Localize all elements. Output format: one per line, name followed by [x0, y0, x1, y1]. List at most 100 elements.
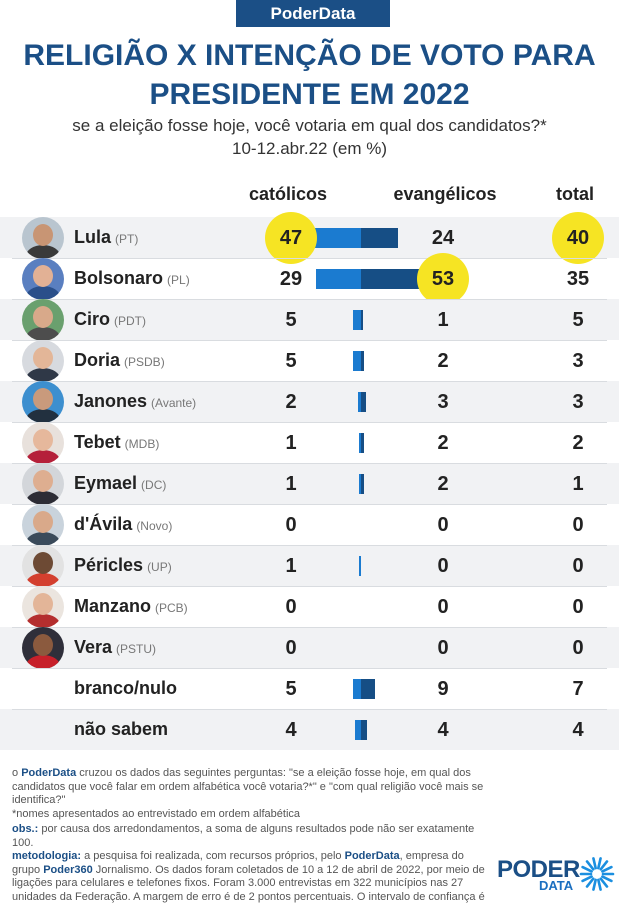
value-catolicos: 1 — [285, 472, 297, 495]
avatar-body — [26, 449, 60, 464]
avatar-face — [33, 264, 53, 287]
candidate-name: Lula (PT) — [74, 227, 138, 248]
bar-catolicos — [353, 309, 361, 330]
value-total: 40 — [552, 211, 604, 264]
avatar — [22, 585, 64, 628]
row-divider — [12, 463, 607, 464]
logo-ray — [585, 860, 595, 871]
bar-evangelicos — [361, 309, 363, 330]
candidate-name: Ciro (PDT) — [74, 309, 146, 330]
bar-evangelicos — [361, 391, 366, 412]
row-divider — [12, 299, 607, 300]
bar-evangelicos — [361, 227, 399, 248]
column-header-catolicos: católicos — [248, 184, 328, 204]
candidate-party: (MDB) — [124, 436, 160, 451]
value-evangelicos: 2 — [437, 349, 449, 372]
logo-ray — [601, 875, 613, 883]
table-row — [0, 709, 619, 750]
avatar-face — [33, 469, 53, 492]
logo-ray — [597, 857, 602, 870]
value-total: 3 — [572, 349, 584, 372]
avatar-body — [26, 613, 60, 628]
candidate-name-text: Janones — [74, 390, 148, 411]
value-catolicos: 0 — [285, 513, 297, 536]
value-total: 0 — [572, 636, 584, 659]
value-catolicos: 29 — [279, 267, 303, 290]
logo-ray — [592, 857, 597, 870]
avatar-body — [26, 490, 60, 505]
value-catolicos: 4 — [285, 718, 297, 741]
candidate-name: Janones (Avante) — [74, 391, 196, 412]
bar-catolicos — [359, 432, 361, 453]
column-header-evangelicos: evangélicos — [393, 184, 497, 204]
candidate-party: (PCB) — [155, 600, 188, 615]
avatar-face — [33, 551, 53, 574]
value-total: 1 — [572, 472, 584, 495]
candidate-name-text: branco/nulo — [74, 677, 177, 698]
logo-ray — [585, 877, 595, 888]
avatar-face — [33, 510, 53, 533]
avatar — [22, 462, 64, 505]
avatar — [22, 421, 64, 464]
candidate-name-text: Vera — [74, 636, 113, 657]
value-evangelicos: 24 — [431, 226, 455, 249]
value-catolicos: 5 — [285, 349, 297, 372]
value-evangelicos: 0 — [437, 513, 449, 536]
note-metodologia: metodologia: a pesquisa foi realizada, c… — [12, 850, 485, 903]
value-total: 0 — [572, 513, 584, 536]
value-total: 7 — [572, 677, 584, 700]
avatar-face — [33, 387, 53, 410]
avatar-body — [26, 326, 60, 341]
bar-catolicos — [354, 719, 361, 740]
bar-evangelicos — [361, 473, 365, 494]
candidate-name-text: Eymael — [74, 472, 138, 493]
avatar — [22, 298, 64, 341]
bar-evangelicos — [361, 719, 368, 740]
avatar-body — [26, 244, 60, 259]
bar-evangelicos — [361, 432, 365, 453]
value-catolicos: 1 — [285, 431, 297, 454]
bar-evangelicos — [361, 678, 375, 699]
value-evangelicos: 2 — [437, 431, 449, 454]
avatar-face — [33, 346, 53, 369]
candidate-name: branco/nulo — [74, 678, 177, 699]
candidate-party: (Novo) — [136, 518, 173, 533]
avatar — [22, 626, 64, 669]
value-evangelicos: 53 — [417, 252, 469, 305]
value-catolicos: 2 — [285, 390, 297, 413]
value-evangelicos: 0 — [437, 595, 449, 618]
candidate-name-text: Doria — [74, 349, 121, 370]
avatar-body — [26, 654, 60, 669]
logo-ray — [599, 877, 609, 888]
avatar-face — [33, 223, 53, 246]
logo-ray — [592, 878, 597, 891]
candidate-name: Doria (PSDB) — [74, 350, 165, 371]
avatar — [22, 216, 64, 259]
logo-ray — [601, 865, 613, 873]
value-catolicos: 0 — [285, 636, 297, 659]
chart-title-line2: PRESIDENTE EM 2022 — [149, 78, 470, 111]
value-total: 2 — [572, 431, 584, 454]
table-row — [0, 381, 619, 422]
candidate-name: d'Ávila (Novo) — [74, 514, 172, 535]
candidate-party: (PT) — [115, 231, 139, 246]
avatar-body — [26, 285, 60, 300]
avatar — [22, 544, 64, 587]
table-row — [0, 627, 619, 668]
candidate-name-text: Tebet — [74, 431, 121, 452]
candidate-name-text: não sabem — [74, 718, 169, 739]
avatar-face — [33, 428, 53, 451]
candidate-name: Bolsonaro (PL) — [74, 268, 190, 289]
value-evangelicos: 3 — [437, 390, 449, 413]
note-obs: obs.: por causa dos arredondamentos, a s… — [12, 823, 475, 849]
bar-catolicos — [357, 391, 361, 412]
chart-subtitle-date: 10-12.abr.22 (em %) — [232, 139, 387, 158]
avatar — [22, 257, 64, 300]
candidate-party: (DC) — [141, 477, 167, 492]
avatar-face — [33, 592, 53, 615]
row-divider — [12, 709, 607, 710]
chart-subtitle-question: se a eleição fosse hoje, você votaria em… — [72, 116, 547, 135]
footnotes: o PoderData cruzou os dados das seguinte… — [12, 767, 492, 904]
column-header-total: total — [556, 184, 594, 204]
candidate-name-text: Lula — [74, 226, 112, 247]
